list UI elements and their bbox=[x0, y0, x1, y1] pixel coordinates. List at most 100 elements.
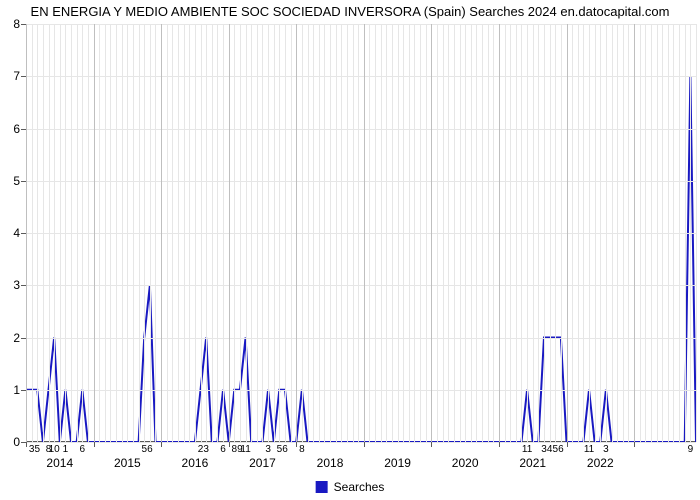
x-month-label: 8 bbox=[299, 442, 305, 455]
grid-line-v-minor bbox=[49, 24, 50, 442]
grid-line-v-minor bbox=[510, 24, 511, 442]
x-month-label: 10 bbox=[49, 442, 60, 455]
grid-line-v-minor bbox=[454, 24, 455, 442]
grid-line-v-minor bbox=[533, 24, 534, 442]
grid-line-v-major bbox=[431, 24, 432, 442]
grid-line-v-major bbox=[364, 24, 365, 442]
grid-line-v-minor bbox=[308, 24, 309, 442]
grid-line-v-minor bbox=[77, 24, 78, 442]
x-tick-mark bbox=[431, 442, 432, 447]
grid-line-v-minor bbox=[595, 24, 596, 442]
x-month-label: 6 bbox=[147, 442, 153, 455]
grid-line-v-minor bbox=[690, 24, 691, 442]
grid-line-v-minor bbox=[398, 24, 399, 442]
grid-line-h bbox=[26, 442, 696, 443]
grid-line-v-minor bbox=[105, 24, 106, 442]
grid-line-v-minor bbox=[465, 24, 466, 442]
grid-line-v-minor bbox=[144, 24, 145, 442]
legend: Searches bbox=[316, 480, 385, 494]
grid-line-v-minor bbox=[139, 24, 140, 442]
grid-line-v-minor bbox=[262, 24, 263, 442]
grid-line-v-minor bbox=[353, 24, 354, 442]
y-tick-label: 6 bbox=[13, 122, 26, 136]
grid-line-v-minor bbox=[505, 24, 506, 442]
x-year-label: 2017 bbox=[249, 456, 276, 470]
x-month-label: 11 bbox=[522, 442, 532, 455]
grid-line-v-minor bbox=[521, 24, 522, 442]
x-year-label: 2018 bbox=[317, 456, 344, 470]
grid-line-v-minor bbox=[285, 24, 286, 442]
grid-line-v-minor bbox=[679, 24, 680, 442]
x-month-label: 6 bbox=[80, 442, 86, 455]
grid-line-v-major bbox=[161, 24, 162, 442]
grid-line-v-minor bbox=[155, 24, 156, 442]
grid-line-v-major bbox=[229, 24, 230, 442]
x-month-label: 3 bbox=[603, 442, 609, 455]
grid-line-v-major bbox=[499, 24, 500, 442]
grid-line-v-minor bbox=[60, 24, 61, 442]
grid-line-v-minor bbox=[623, 24, 624, 442]
y-tick-label: 8 bbox=[13, 17, 26, 31]
y-tick-label: 3 bbox=[13, 278, 26, 292]
grid-line-v-minor bbox=[414, 24, 415, 442]
x-tick-mark bbox=[26, 442, 27, 447]
grid-line-v-major bbox=[296, 24, 297, 442]
x-tick-mark bbox=[161, 442, 162, 447]
x-year-label: 2015 bbox=[114, 456, 141, 470]
x-year-label: 2020 bbox=[452, 456, 479, 470]
grid-line-v-minor bbox=[133, 24, 134, 442]
grid-line-v-minor bbox=[291, 24, 292, 442]
grid-line-v-minor bbox=[110, 24, 111, 442]
grid-line-v-minor bbox=[696, 24, 697, 442]
grid-line-v-minor bbox=[640, 24, 641, 442]
grid-line-v-minor bbox=[668, 24, 669, 442]
grid-line-v-minor bbox=[251, 24, 252, 442]
grid-line-v-minor bbox=[212, 24, 213, 442]
grid-line-v-minor bbox=[99, 24, 100, 442]
x-month-label: 11 bbox=[584, 442, 594, 455]
x-tick-mark bbox=[229, 442, 230, 447]
grid-line-v-minor bbox=[82, 24, 83, 442]
grid-line-v-major bbox=[634, 24, 635, 442]
grid-line-v-minor bbox=[516, 24, 517, 442]
grid-line-v-minor bbox=[32, 24, 33, 442]
grid-line-v-major bbox=[567, 24, 568, 442]
grid-line-v-minor bbox=[628, 24, 629, 442]
grid-line-v-minor bbox=[43, 24, 44, 442]
grid-line-v-minor bbox=[403, 24, 404, 442]
x-tick-mark bbox=[94, 442, 95, 447]
grid-line-v-minor bbox=[167, 24, 168, 442]
grid-line-v-minor bbox=[426, 24, 427, 442]
grid-line-v-minor bbox=[369, 24, 370, 442]
grid-line-v-minor bbox=[375, 24, 376, 442]
grid-line-v-minor bbox=[122, 24, 123, 442]
x-year-label: 2022 bbox=[587, 456, 614, 470]
grid-line-v-minor bbox=[651, 24, 652, 442]
grid-line-v-minor bbox=[223, 24, 224, 442]
grid-line-v-minor bbox=[71, 24, 72, 442]
y-tick-label: 0 bbox=[13, 435, 26, 449]
grid-line-v-minor bbox=[538, 24, 539, 442]
y-tick-label: 1 bbox=[13, 383, 26, 397]
grid-line-v-minor bbox=[257, 24, 258, 442]
x-tick-mark bbox=[567, 442, 568, 447]
grid-line-v-minor bbox=[685, 24, 686, 442]
grid-line-v-minor bbox=[392, 24, 393, 442]
y-tick-label: 2 bbox=[13, 331, 26, 345]
grid-line-v-minor bbox=[274, 24, 275, 442]
grid-line-v-minor bbox=[612, 24, 613, 442]
grid-line-v-minor bbox=[471, 24, 472, 442]
grid-line-v-minor bbox=[347, 24, 348, 442]
grid-line-v-minor bbox=[324, 24, 325, 442]
grid-line-v-minor bbox=[65, 24, 66, 442]
grid-line-v-minor bbox=[178, 24, 179, 442]
x-month-label: 1 bbox=[63, 442, 69, 455]
grid-line-v-minor bbox=[313, 24, 314, 442]
grid-line-v-minor bbox=[448, 24, 449, 442]
grid-line-v-minor bbox=[493, 24, 494, 442]
grid-line-v-minor bbox=[88, 24, 89, 442]
x-month-label: 9 bbox=[688, 442, 694, 455]
x-month-label: 3 bbox=[203, 442, 209, 455]
grid-line-v-major bbox=[94, 24, 95, 442]
grid-line-v-minor bbox=[606, 24, 607, 442]
